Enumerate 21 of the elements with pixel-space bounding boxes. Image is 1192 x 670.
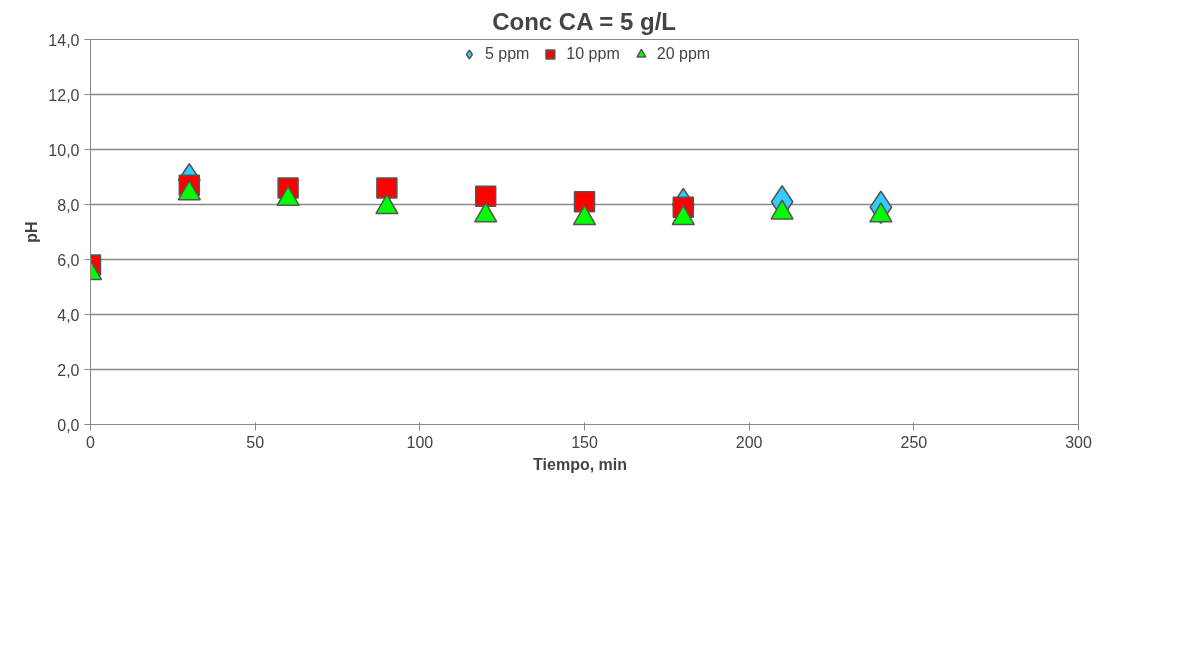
x-axis-title: Tiempo, min [533, 455, 628, 473]
x-tick-label: 0 [86, 433, 96, 451]
y-axis-title: pH [23, 221, 41, 243]
x-tick-label: 200 [735, 433, 763, 451]
y-tick-label: 14,0 [48, 31, 80, 49]
x-tick-label: 50 [246, 433, 265, 451]
y-tick-label: 10,0 [48, 141, 80, 159]
y-tick-label: 2,0 [57, 361, 80, 379]
x-tick-label: 300 [1065, 433, 1092, 451]
x-tick-label: 250 [900, 433, 928, 451]
legend-label: 20 ppm [656, 45, 711, 63]
y-tick-label: 0,0 [57, 416, 80, 434]
x-tick-label: 100 [406, 433, 434, 451]
y-tick-label: 4,0 [57, 306, 80, 324]
y-tick-label: 6,0 [57, 251, 80, 269]
y-tick-label: 8,0 [57, 196, 80, 214]
x-tick-label: 150 [571, 433, 598, 451]
legend-label: 10 ppm [566, 45, 620, 63]
chart-title: Conc CA = 5 g/L [492, 7, 676, 35]
y-tick-label: 12,0 [48, 86, 80, 104]
legend-label: 5 ppm [484, 45, 530, 63]
